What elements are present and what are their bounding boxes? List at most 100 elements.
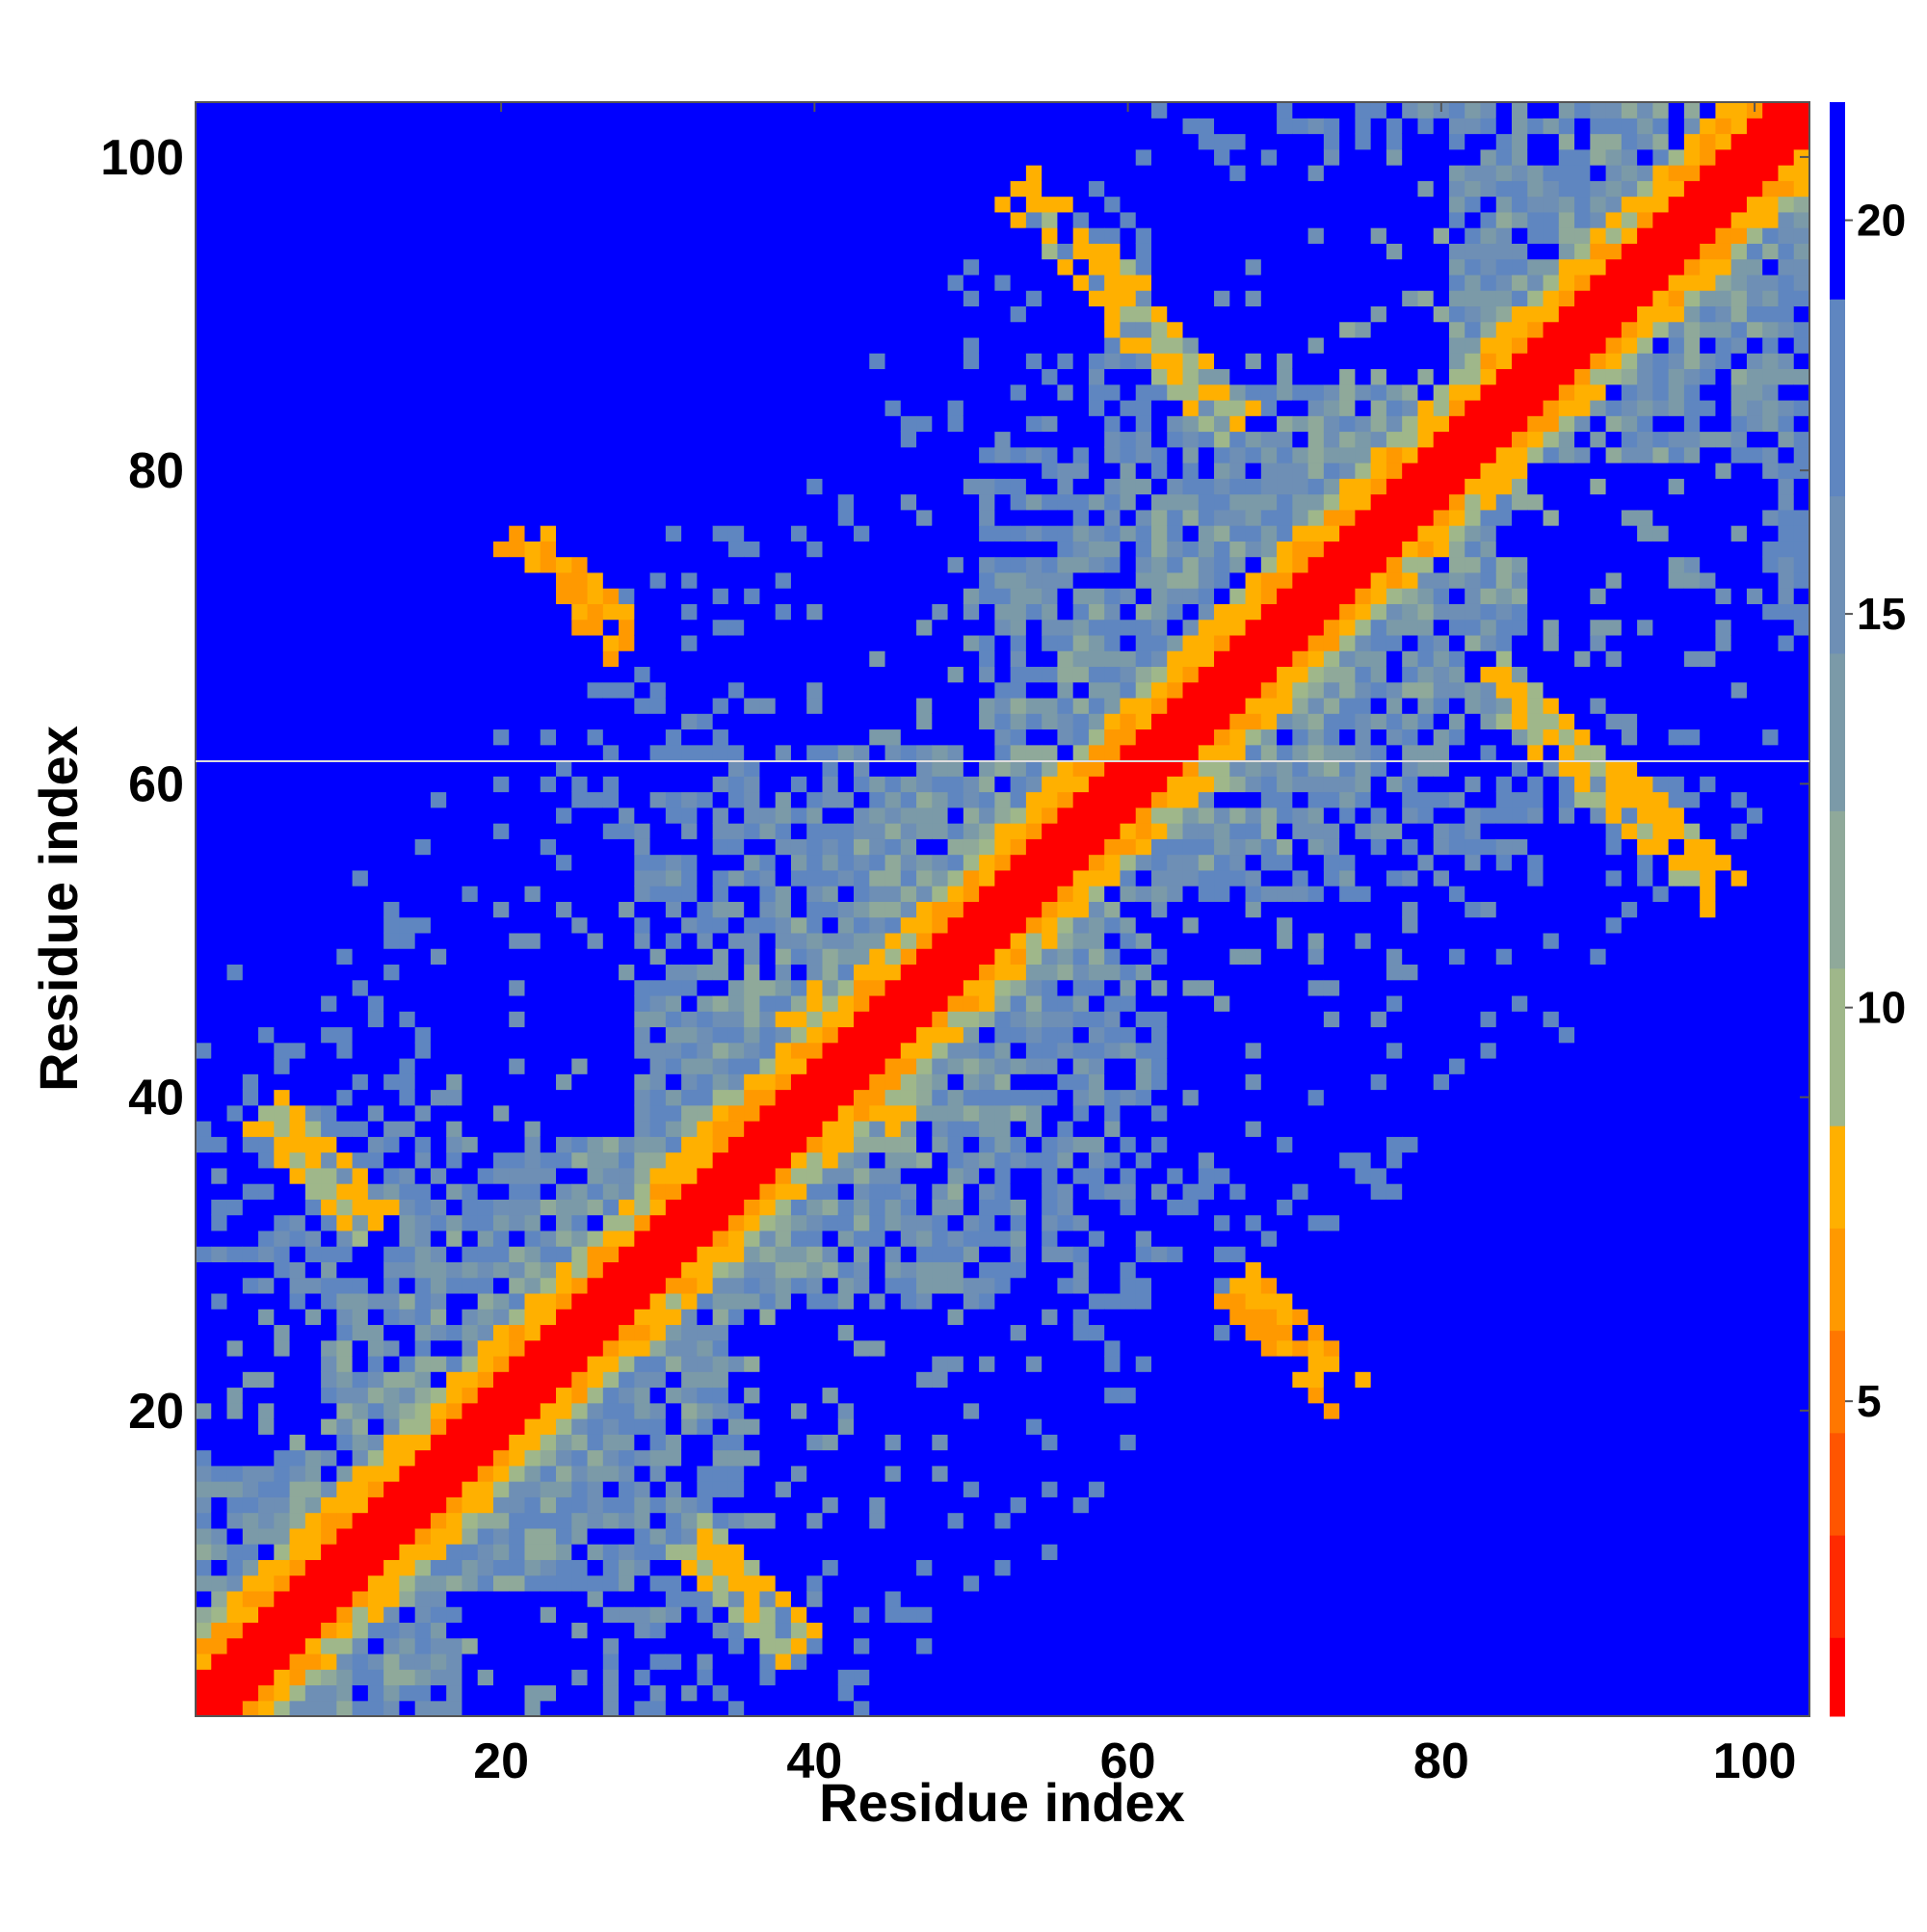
heatmap-cell (837, 384, 855, 401)
heatmap-cell (540, 180, 557, 198)
heatmap-cell (304, 603, 322, 621)
heatmap-cell (430, 869, 447, 887)
heatmap-cell (242, 1355, 259, 1372)
heatmap-cell (634, 1292, 651, 1310)
heatmap-cell (822, 588, 839, 604)
heatmap-cell (540, 916, 557, 934)
heatmap-cell (383, 243, 401, 260)
heatmap-cell (352, 1230, 369, 1247)
heatmap-cell (619, 1590, 635, 1607)
heatmap-cell (289, 1230, 306, 1247)
heatmap-cell (697, 1465, 714, 1482)
heatmap-cell (665, 1387, 682, 1404)
heatmap-cell (884, 1387, 902, 1404)
heatmap-cell (932, 509, 949, 526)
heatmap-cell (634, 1057, 651, 1074)
heatmap-cell (712, 979, 729, 996)
heatmap-cell (242, 305, 259, 323)
heatmap-cell (367, 1011, 384, 1028)
heatmap-cell (854, 1496, 870, 1514)
heatmap-cell (446, 415, 463, 433)
heatmap-cell (649, 1230, 667, 1247)
heatmap-cell (274, 258, 291, 276)
heatmap-cell (602, 1339, 620, 1357)
heatmap-cell (727, 1559, 745, 1576)
heatmap-cell (697, 1527, 714, 1545)
heatmap-cell (697, 1183, 714, 1200)
heatmap-cell (759, 478, 777, 495)
heatmap-cell (304, 869, 322, 887)
heatmap-cell (367, 1057, 384, 1074)
heatmap-cell (869, 1465, 886, 1482)
heatmap-cell (665, 1669, 682, 1686)
heatmap-cell (258, 509, 275, 526)
heatmap-cell (665, 1481, 682, 1497)
heatmap-cell (289, 1418, 306, 1435)
heatmap-cell (571, 666, 589, 683)
heatmap-cell (869, 1481, 886, 1497)
heatmap-cell (414, 823, 432, 839)
heatmap-cell (727, 1684, 745, 1702)
heatmap-cell (932, 133, 949, 150)
heatmap-cell (634, 274, 651, 291)
heatmap-cell (869, 1324, 886, 1341)
heatmap-cell (900, 1402, 917, 1419)
heatmap-cell (759, 368, 777, 385)
heatmap-cell (869, 901, 886, 918)
heatmap-cell (289, 1559, 306, 1576)
heatmap-cell (634, 1121, 651, 1137)
heatmap-cell (681, 1309, 698, 1326)
heatmap-cell (492, 196, 510, 213)
heatmap-cell (556, 1057, 572, 1074)
heatmap-cell (712, 1606, 729, 1624)
heatmap-cell (634, 556, 651, 573)
heatmap-cell (727, 776, 745, 793)
heatmap-cell (367, 133, 384, 150)
heatmap-cell (587, 1324, 604, 1341)
heatmap-cell (289, 336, 306, 354)
heatmap-cell (274, 1669, 291, 1686)
heatmap-cell (790, 666, 807, 683)
heatmap-cell (383, 1590, 401, 1607)
heatmap-cell (587, 243, 604, 260)
heatmap-cell (634, 133, 651, 150)
heatmap-cell (587, 744, 604, 761)
heatmap-cell (509, 1167, 526, 1184)
heatmap-cell (854, 1590, 870, 1607)
heatmap-cell (540, 1622, 557, 1639)
heatmap-cell (602, 525, 620, 542)
heatmap-cell (477, 1261, 494, 1279)
heatmap-cell (697, 1669, 714, 1686)
heatmap-cell (619, 979, 635, 996)
heatmap-cell (540, 258, 557, 276)
heatmap-cell (869, 1606, 886, 1624)
heatmap-cell (869, 321, 886, 338)
heatmap-cell (837, 1465, 855, 1482)
heatmap-cell (712, 650, 729, 668)
heatmap-cell (492, 1544, 510, 1560)
heatmap-cell (884, 650, 902, 668)
heatmap-cell (289, 634, 306, 651)
heatmap-cell (744, 838, 761, 856)
heatmap-cell (352, 791, 369, 808)
heatmap-cell (336, 1387, 354, 1404)
heatmap-cell (211, 1527, 228, 1545)
heatmap-cell (383, 1465, 401, 1482)
heatmap-cell (932, 211, 949, 228)
heatmap-cell (744, 1465, 761, 1482)
heatmap-cell (916, 353, 933, 370)
heatmap-cell (258, 1402, 275, 1419)
heatmap-cell (289, 1151, 306, 1169)
heatmap-cell (697, 1418, 714, 1435)
heatmap-cell (399, 211, 416, 228)
heatmap-cell (869, 1496, 886, 1514)
heatmap-cell (727, 1700, 745, 1717)
heatmap-cell (665, 760, 682, 777)
heatmap-cell (900, 1355, 917, 1372)
heatmap-cell (697, 697, 714, 714)
heatmap-cell (727, 541, 745, 558)
heatmap-cell (916, 1637, 933, 1654)
heatmap-cell (837, 1057, 855, 1074)
heatmap-cell (884, 1512, 902, 1529)
heatmap-cell (619, 1355, 635, 1372)
